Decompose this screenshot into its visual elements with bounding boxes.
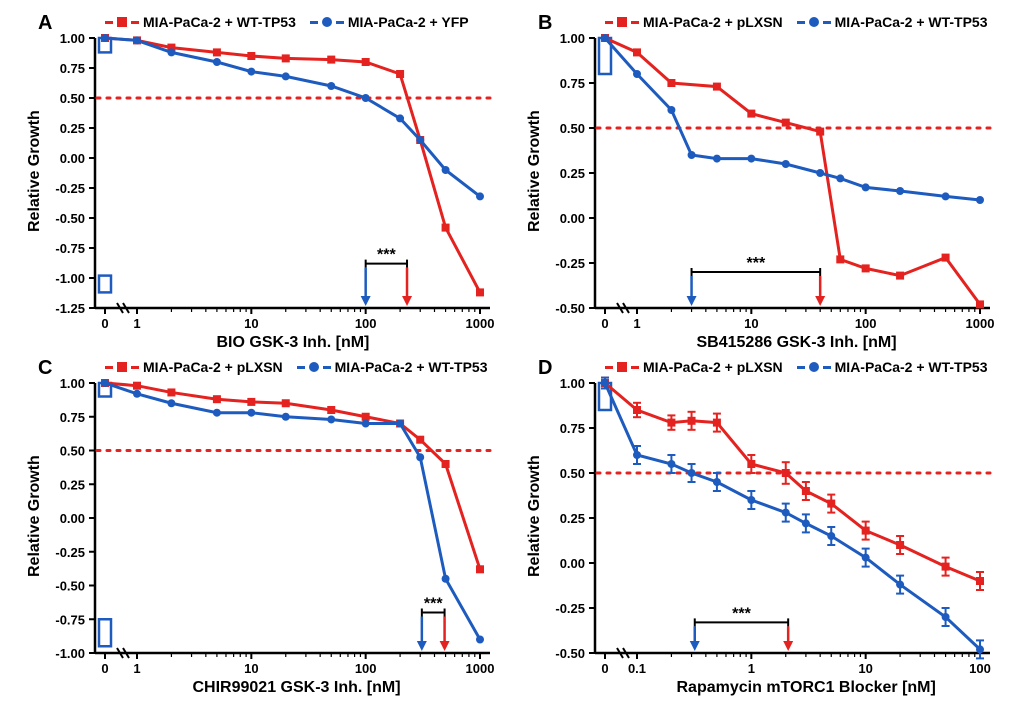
svg-text:0.1: 0.1 [628, 661, 646, 676]
svg-text:0.50: 0.50 [560, 466, 585, 481]
svg-text:1.00: 1.00 [560, 376, 585, 391]
svg-text:0: 0 [601, 661, 608, 676]
svg-text:1: 1 [748, 661, 755, 676]
svg-text:1000: 1000 [966, 316, 995, 331]
svg-text:-0.25: -0.25 [555, 256, 585, 271]
plot-svg: -0.50 -0.25 0.00 0.25 0.50 0.75 1.00 0 0.1 1 10 100… [510, 355, 1010, 700]
svg-text:-0.50: -0.50 [555, 301, 585, 316]
svg-text:0.00: 0.00 [60, 511, 85, 526]
svg-text:1: 1 [133, 661, 140, 676]
svg-text:1000: 1000 [466, 316, 495, 331]
svg-text:0.00: 0.00 [60, 151, 85, 166]
svg-text:-0.50: -0.50 [555, 646, 585, 661]
panel-B: BMIA-PaCa-2 + pLXSNMIA-PaCa-2 + WT-TP53R… [510, 10, 1010, 355]
svg-text:1.00: 1.00 [60, 376, 85, 391]
svg-text:0.50: 0.50 [60, 444, 85, 459]
svg-text:-1.00: -1.00 [55, 646, 85, 661]
svg-text:0.50: 0.50 [60, 91, 85, 106]
svg-text:-0.25: -0.25 [55, 181, 85, 196]
svg-text:1000: 1000 [466, 661, 495, 676]
svg-text:***: *** [424, 596, 443, 613]
svg-text:-0.75: -0.75 [55, 612, 85, 627]
svg-text:0.75: 0.75 [60, 410, 85, 425]
svg-text:0.75: 0.75 [560, 421, 585, 436]
svg-text:1: 1 [133, 316, 140, 331]
svg-text:-0.25: -0.25 [555, 601, 585, 616]
svg-text:***: *** [732, 605, 751, 622]
svg-text:0: 0 [101, 316, 108, 331]
svg-text:0.50: 0.50 [560, 121, 585, 136]
svg-text:0.00: 0.00 [560, 556, 585, 571]
svg-text:0.00: 0.00 [560, 211, 585, 226]
svg-text:0.75: 0.75 [60, 61, 85, 76]
panel-A: AMIA-PaCa-2 + WT-TP53MIA-PaCa-2 + YFPRel… [10, 10, 510, 355]
svg-text:10: 10 [744, 316, 758, 331]
panel-C: CMIA-PaCa-2 + pLXSNMIA-PaCa-2 + WT-TP53R… [10, 355, 510, 700]
svg-text:10: 10 [244, 316, 258, 331]
svg-text:1: 1 [633, 316, 640, 331]
svg-text:0.75: 0.75 [560, 76, 585, 91]
plot-svg: -1.25 -1.00 -0.75 -0.50 -0.25 0.00 0.25 0.50 0.7… [10, 10, 510, 355]
svg-text:10: 10 [858, 661, 872, 676]
svg-text:0: 0 [601, 316, 608, 331]
panel-D: DMIA-PaCa-2 + pLXSNMIA-PaCa-2 + WT-TP53R… [510, 355, 1010, 700]
svg-text:1.00: 1.00 [560, 31, 585, 46]
svg-text:0.25: 0.25 [60, 121, 85, 136]
chart-grid: AMIA-PaCa-2 + WT-TP53MIA-PaCa-2 + YFPRel… [10, 10, 1010, 700]
svg-text:100: 100 [355, 316, 377, 331]
plot-svg: -1.00 -0.75 -0.50 -0.25 0.00 0.25 0.50 0.75 1.00… [10, 355, 510, 700]
plot-svg: -0.50 -0.25 0.00 0.25 0.50 0.75 1.00 0 1 10 100 100… [510, 10, 1010, 355]
svg-text:-0.25: -0.25 [55, 545, 85, 560]
svg-text:10: 10 [244, 661, 258, 676]
svg-text:100: 100 [969, 661, 991, 676]
svg-text:***: *** [747, 255, 766, 272]
svg-text:-0.50: -0.50 [55, 579, 85, 594]
svg-text:0.25: 0.25 [560, 511, 585, 526]
svg-text:100: 100 [355, 661, 377, 676]
svg-text:-1.25: -1.25 [55, 301, 85, 316]
svg-text:0.25: 0.25 [560, 166, 585, 181]
svg-text:1.00: 1.00 [60, 31, 85, 46]
svg-text:***: *** [377, 247, 396, 264]
svg-text:-1.00: -1.00 [55, 271, 85, 286]
svg-text:-0.50: -0.50 [55, 211, 85, 226]
svg-text:100: 100 [855, 316, 877, 331]
svg-text:-0.75: -0.75 [55, 241, 85, 256]
svg-text:0: 0 [101, 661, 108, 676]
svg-text:0.25: 0.25 [60, 477, 85, 492]
